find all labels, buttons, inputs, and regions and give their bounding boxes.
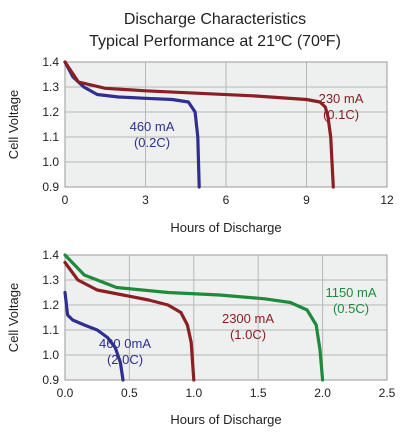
figure-title-line2: Typical Performance at 21ºC (70ºF) xyxy=(89,33,341,50)
x-tick-label: 2.5 xyxy=(379,386,396,400)
y-tick-label: 1.2 xyxy=(42,105,59,119)
y-tick-label: 1.1 xyxy=(42,130,59,144)
y-tick-label: 1.3 xyxy=(42,80,59,94)
y-tick-label: 1.2 xyxy=(42,298,59,312)
x-tick-label: 9 xyxy=(303,193,310,207)
series-annotation: 460 0mA xyxy=(99,336,151,351)
series-line xyxy=(63,290,125,382)
x-tick-label: 1.0 xyxy=(185,386,202,400)
series-line xyxy=(63,260,196,382)
x-axis-title: Hours of Discharge xyxy=(170,412,281,427)
y-tick-label: 0.9 xyxy=(42,373,59,387)
x-tick-label: 6 xyxy=(223,193,230,207)
series-annotation: (0.2C) xyxy=(134,135,170,150)
series-line xyxy=(63,253,325,382)
y-tick-label: 1.1 xyxy=(42,323,59,337)
x-tick-label: 2.0 xyxy=(314,386,331,400)
series-annotation: 2300 mA xyxy=(222,311,274,326)
y-tick-label: 1.0 xyxy=(42,348,59,362)
y-axis-title: Cell Voltage xyxy=(6,283,21,352)
series-annotation: (1.0C) xyxy=(230,327,266,342)
y-tick-label: 1.3 xyxy=(42,273,59,287)
y-tick-label: 1.0 xyxy=(42,155,59,169)
y-axis-title: Cell Voltage xyxy=(6,90,21,159)
x-tick-label: 12 xyxy=(380,193,394,207)
chart-bottom: 0.0 0.5 1.0 1.5 2.0 2.5 0.9 1.0 1.1 1.2 1.3 1.4 Hour… xyxy=(6,248,396,427)
figure-title-line1: Discharge Characteristics xyxy=(124,11,306,28)
series-line xyxy=(63,60,335,189)
x-axis-title: Hours of Discharge xyxy=(170,220,281,235)
series-annotation: 230 mA xyxy=(319,91,364,106)
series-annotation: (0.1C) xyxy=(323,107,359,122)
series-annotation: (2.0C) xyxy=(107,352,143,367)
series-annotation: (0.5C) xyxy=(333,301,369,316)
y-tick-label: 1.4 xyxy=(42,248,59,262)
series-annotation: 1150 mA xyxy=(325,285,376,300)
x-tick-label: 3 xyxy=(142,193,149,207)
chart-top: 0 3 6 9 12 0.9 1.0 1.1 1.2 1.3 1.4 Hours of Dischar… xyxy=(6,55,394,235)
x-tick-label: 0.0 xyxy=(57,386,74,400)
y-tick-label: 1.4 xyxy=(42,55,59,69)
y-tick-label: 0.9 xyxy=(42,180,59,194)
series-annotation: 460 mA xyxy=(130,119,175,134)
x-tick-label: 1.5 xyxy=(250,386,267,400)
x-tick-label: 0.5 xyxy=(121,386,138,400)
x-tick-label: 0 xyxy=(62,193,69,207)
